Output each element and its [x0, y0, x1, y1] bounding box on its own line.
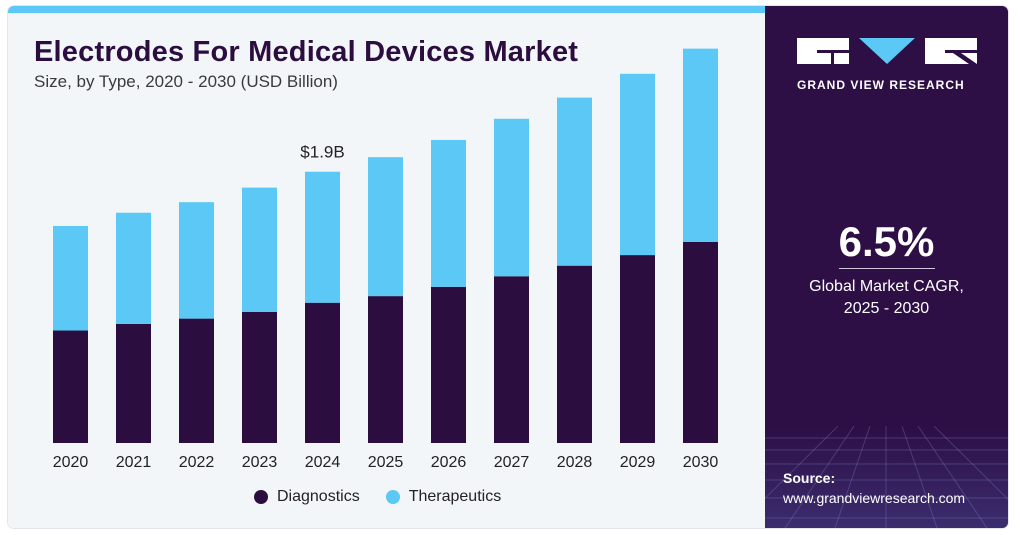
cagr-label-line1: Global Market CAGR, [809, 278, 964, 295]
bar-therapeutics-2024 [305, 171, 340, 303]
chart-title: Electrodes For Medical Devices Market [34, 36, 579, 68]
x-tick-label-2028: 2028 [557, 454, 593, 471]
source-url: www.grandviewresearch.com [783, 490, 966, 506]
bar-therapeutics-2023 [242, 187, 277, 312]
x-tick-label-2024: 2024 [305, 454, 341, 471]
infographic-card: Electrodes For Medical Devices Market Si… [8, 6, 1008, 528]
bar-diagnostics-2022 [179, 318, 214, 443]
side-panel: GRAND VIEW RESEARCH 6.5% Global Market C… [765, 6, 1008, 528]
x-tick-label-2030: 2030 [683, 454, 719, 471]
cagr-label-line2: 2025 - 2030 [843, 300, 930, 317]
x-tick-label-2021: 2021 [116, 454, 152, 471]
x-tick-label-2025: 2025 [368, 454, 404, 471]
bar-diagnostics-2026 [431, 286, 466, 443]
cagr-label: Global Market CAGR, 2025 - 2030 [765, 276, 1008, 320]
bar-therapeutics-2030 [683, 48, 718, 242]
legend-label-therapeutics: Therapeutics [408, 488, 502, 505]
bar-therapeutics-2027 [494, 118, 529, 277]
bar-therapeutics-2026 [431, 139, 466, 287]
x-tick-label-2023: 2023 [242, 454, 278, 471]
data-label-2024: $1.9B [300, 143, 344, 162]
decorative-grid-floor [765, 426, 1008, 528]
x-tick-label-2026: 2026 [431, 454, 467, 471]
chart-subtitle: Size, by Type, 2020 - 2030 (USD Billion) [34, 72, 338, 91]
legend-item-therapeutics: Therapeutics [385, 488, 502, 506]
legend-item-diagnostics: Diagnostics [254, 488, 360, 506]
bar-diagnostics-2021 [116, 323, 151, 443]
legend-swatch-therapeutics [385, 490, 400, 504]
bar-diagnostics-2028 [557, 265, 592, 443]
bar-diagnostics-2023 [242, 311, 277, 443]
chart-panel: Electrodes For Medical Devices Market Si… [8, 6, 765, 528]
bar-therapeutics-2025 [368, 157, 403, 297]
bar-diagnostics-2029 [620, 255, 655, 443]
bar-therapeutics-2028 [557, 97, 592, 266]
bar-therapeutics-2020 [53, 225, 88, 331]
brand-name: GRAND VIEW RESEARCH [797, 78, 965, 92]
bar-therapeutics-2029 [620, 73, 655, 256]
stacked-bar-chart: 2020 2021 2022 2023 2024 $1.9B 2025 2026 2027 202… [53, 48, 719, 471]
cagr-value: 6.5% [838, 218, 935, 265]
source-label: Source: [783, 470, 836, 486]
bar-diagnostics-2027 [494, 276, 529, 443]
accent-bar [8, 6, 765, 13]
x-tick-label-2022: 2022 [179, 454, 215, 471]
bar-therapeutics-2022 [179, 202, 214, 319]
bar-diagnostics-2020 [53, 330, 88, 443]
x-tick-label-2029: 2029 [620, 454, 656, 471]
bar-diagnostics-2025 [368, 296, 403, 443]
legend-swatch-diagnostics [254, 490, 268, 504]
bar-diagnostics-2024 [305, 302, 340, 443]
bar-therapeutics-2021 [116, 212, 151, 324]
legend-label-diagnostics: Diagnostics [277, 488, 360, 505]
brand-logo: GRAND VIEW RESEARCH [797, 34, 977, 92]
legend: Diagnostics Therapeutics [254, 488, 527, 506]
gvr-logo-icon [797, 38, 977, 64]
x-tick-label-2027: 2027 [494, 454, 530, 471]
bar-diagnostics-2030 [683, 241, 718, 443]
x-tick-label-2020: 2020 [53, 454, 89, 471]
cagr-divider [839, 268, 935, 269]
